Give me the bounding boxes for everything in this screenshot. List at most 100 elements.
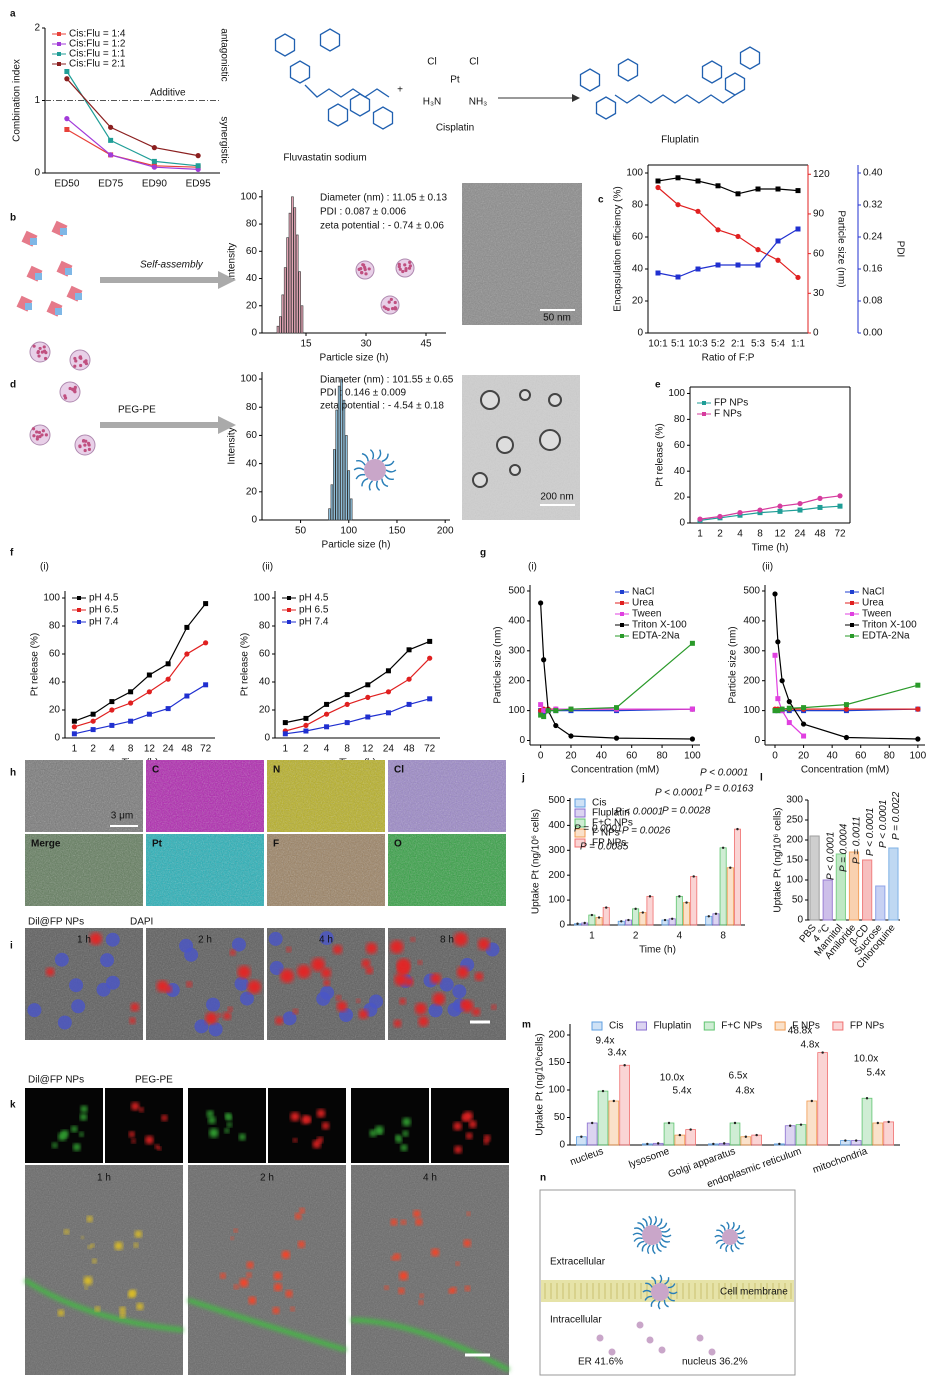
marker xyxy=(184,651,190,657)
signal xyxy=(60,1130,69,1138)
bar-dot xyxy=(887,1120,890,1124)
y-tick-label: 60 xyxy=(49,649,61,660)
bar-dot xyxy=(646,1142,649,1146)
x-tick-label: 40 xyxy=(596,751,608,762)
x-tick-label: ED95 xyxy=(186,179,211,190)
marker xyxy=(385,668,391,674)
signal xyxy=(393,1253,401,1261)
image-tile xyxy=(351,1088,429,1163)
y-tick-label: 200 xyxy=(743,675,760,686)
peg-chain xyxy=(667,1283,676,1289)
marker xyxy=(843,734,850,741)
y-tick-label: 80 xyxy=(259,621,271,632)
signal xyxy=(461,1000,468,1008)
released-drug xyxy=(646,1336,654,1344)
bar xyxy=(646,895,654,926)
legend-marker xyxy=(287,608,291,612)
schematic-label: nucleus 36.2% xyxy=(682,1357,748,1368)
released-drug xyxy=(696,1334,704,1342)
x-tick-label: 48 xyxy=(181,744,193,755)
y-tick-label: 20 xyxy=(632,296,644,307)
annotation: P = 0.0085 xyxy=(580,842,629,853)
nanoparticle-dot xyxy=(73,364,77,368)
y-tick-label: 500 xyxy=(548,795,565,806)
legend-marker xyxy=(620,612,624,616)
x-tick-label: 20 xyxy=(565,751,577,762)
nucleus xyxy=(27,1003,42,1018)
legend-label: NaCl xyxy=(632,587,654,598)
panel-letter: l xyxy=(760,773,763,784)
marker xyxy=(195,153,201,159)
marker xyxy=(146,711,152,717)
legend-label: pH 7.4 xyxy=(89,617,119,628)
marker xyxy=(786,720,792,726)
signal xyxy=(272,1307,280,1314)
x-tick-label: 40 xyxy=(827,751,839,762)
panel-letter: f xyxy=(10,548,14,559)
peg-chain xyxy=(731,1221,735,1230)
nanoparticle-dot xyxy=(63,394,67,398)
signal xyxy=(455,1261,460,1266)
bar-dot xyxy=(685,901,688,904)
marker xyxy=(775,639,781,645)
axis-label: Concentration (mM) xyxy=(801,765,889,776)
signal xyxy=(384,1285,389,1290)
peg-chain xyxy=(375,480,381,491)
series-line xyxy=(774,593,918,740)
x-tick-label: 2:1 xyxy=(731,339,745,350)
signal xyxy=(239,1278,249,1288)
nanoparticle-dot xyxy=(37,430,42,435)
peg-chain xyxy=(730,1244,734,1253)
marker xyxy=(365,694,371,701)
peg-chain xyxy=(659,1274,663,1284)
legend-marker xyxy=(702,412,706,416)
signal xyxy=(463,1239,471,1247)
nanoparticle-dot xyxy=(42,345,46,349)
chain xyxy=(304,84,390,98)
peg-chain xyxy=(355,473,366,480)
bar xyxy=(300,305,304,334)
x-tick-label: 80 xyxy=(884,751,896,762)
marker xyxy=(568,706,574,712)
signal xyxy=(131,1102,140,1111)
marker xyxy=(737,510,743,516)
nucleus xyxy=(282,1011,297,1026)
x-tick-label: 5:4 xyxy=(771,339,785,350)
panel-letter: h xyxy=(10,768,16,779)
signal xyxy=(128,1131,135,1138)
bar xyxy=(888,847,899,921)
nucleus xyxy=(100,953,115,968)
bar-dot xyxy=(656,1142,660,1145)
axis-label: Particle size (h) xyxy=(322,540,391,551)
y-tick-label: 100 xyxy=(548,1085,565,1096)
marker xyxy=(324,724,330,730)
signal xyxy=(233,1228,238,1233)
peg-chain xyxy=(361,477,369,487)
marker xyxy=(795,226,801,232)
marker xyxy=(323,711,330,717)
y-tick-label: 200 xyxy=(786,835,803,846)
marker xyxy=(406,676,412,682)
axis-label: Particle size (nm) xyxy=(493,626,504,703)
signal xyxy=(220,1272,226,1279)
marker xyxy=(837,493,843,499)
bar xyxy=(729,1122,741,1146)
x-tick-label: 50 xyxy=(295,526,307,537)
legend-label: Cis xyxy=(609,1021,623,1032)
signal xyxy=(390,1218,398,1226)
bar-dot xyxy=(623,1064,626,1067)
molecule xyxy=(75,293,82,300)
arrow-head xyxy=(572,94,580,102)
bar xyxy=(822,879,833,921)
y-tick-label: 40 xyxy=(674,466,686,477)
signal xyxy=(336,1001,348,1012)
marker xyxy=(385,710,391,716)
molecule xyxy=(25,303,32,310)
marker xyxy=(165,706,171,712)
peg-chain xyxy=(664,1277,670,1285)
peg-chain xyxy=(642,1289,652,1293)
marker xyxy=(282,720,288,726)
compound-name: Fluvastatin sodium xyxy=(283,153,366,164)
signal xyxy=(483,1134,491,1142)
x-tick-label: 12 xyxy=(144,744,156,755)
